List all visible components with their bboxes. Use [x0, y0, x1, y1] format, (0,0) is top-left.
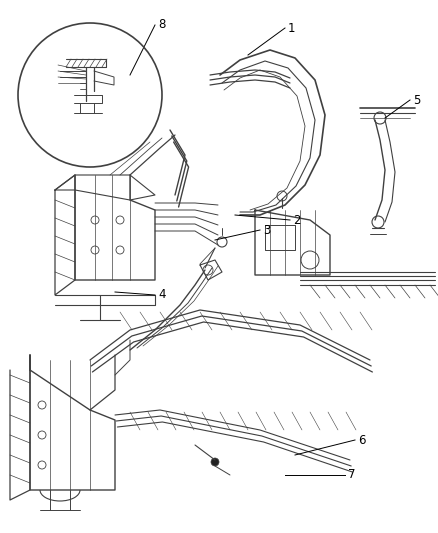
- Text: 8: 8: [158, 19, 166, 31]
- Text: 3: 3: [263, 223, 270, 237]
- Text: 1: 1: [288, 21, 296, 35]
- Text: 5: 5: [413, 93, 420, 107]
- Text: 2: 2: [293, 214, 300, 227]
- Text: 7: 7: [348, 469, 356, 481]
- Text: 6: 6: [358, 433, 365, 447]
- Text: 4: 4: [158, 288, 166, 302]
- Circle shape: [211, 458, 219, 466]
